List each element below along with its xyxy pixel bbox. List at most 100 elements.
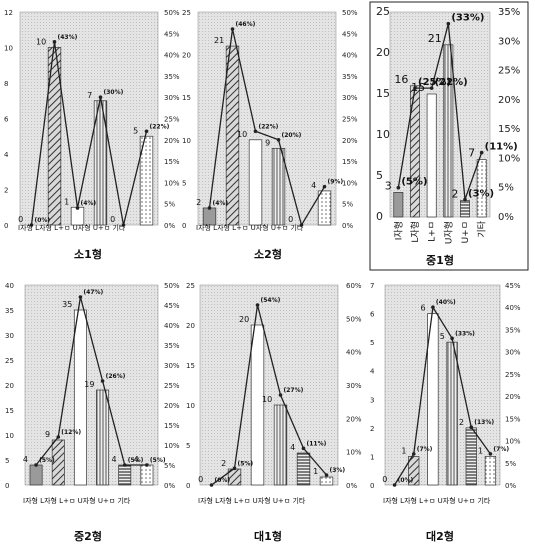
bar-value-label: 35 [62,300,72,309]
y2-tick-label: 20% [164,137,180,145]
line-point [446,21,451,26]
panel-title: 중2형 [74,529,102,543]
bar [225,45,240,226]
plot-area [384,284,501,486]
bar-value-label: 1 [401,446,406,455]
percent-label: (22%) [150,123,170,130]
line-point [209,483,214,487]
y2-tick-label: 35% [505,326,521,334]
y2-tick-label: 20% [505,393,521,401]
y-tick-label: 15 [182,94,191,102]
bar-value-label: 21 [214,36,224,45]
y2-tick-label: 35% [164,73,180,81]
line-point [488,452,493,456]
bar-value-label: 0 [18,215,23,224]
line-point [75,206,80,210]
y2-tick-label: 0% [164,482,175,490]
y2-tick-label: 30% [164,362,180,370]
y2-tick-label: 60% [346,282,362,290]
percentage-line [394,305,491,486]
line-point [431,305,435,310]
line-point [100,379,105,383]
line-point [145,463,149,467]
y-tick-label: 20 [5,382,14,390]
y-tick-label: 0 [376,210,383,223]
plot-area [19,11,159,226]
line-point [56,435,61,439]
y-tick-label: 30 [5,332,14,340]
percent-label: (5%) [401,177,427,188]
percent-label: (11%) [307,440,327,447]
y-tick-label: 6 [4,116,9,124]
y-tick-label: 40 [5,282,14,290]
y-tick-label: 0 [4,222,8,230]
y2-tick-label: 10% [346,449,362,457]
y2-tick-label: 20% [498,95,520,106]
y2-tick-label: 10% [505,438,521,446]
bar-value-label: 7 [468,147,475,160]
percent-label: (22%) [259,123,279,130]
bar [271,147,286,226]
x-tick-label: I자형 [393,221,404,240]
y-tick-label: 10 [4,45,13,53]
y2-tick-label: 50% [346,315,362,323]
line-point [301,446,306,451]
y2-tick-label: 25% [164,116,180,124]
chart-panel-4: 0 5 10 15 20 25 30 35 40 0% 5% 10% 15% 20% 25% 30% 35% 40… [5,282,180,543]
y2-tick-label: 20% [342,137,358,145]
y-tick-label: 5 [182,179,186,187]
y2-tick-label: 25% [505,371,521,379]
line-point [230,27,235,31]
percent-label: (5%) [238,460,254,467]
y2-tick-label: 20% [164,402,180,410]
y2-tick-label: 10% [342,179,358,187]
y-tick-label: 10 [182,137,191,145]
y2-tick-label: 45% [164,30,180,38]
line-point [122,463,127,467]
line-point [278,393,283,397]
y2-tick-label: 35% [498,7,520,18]
bar [29,464,43,486]
bar-value-label: 0 [382,475,387,484]
line-point [429,86,434,90]
y2-tick-label: 5% [342,201,353,209]
line-point [276,138,281,142]
y2-tick-label: 45% [342,30,358,38]
bar [317,190,332,226]
y-tick-label: 15 [186,362,195,370]
line-point [450,336,454,341]
y2-tick-label: 30% [346,382,362,390]
y-tick-label: 10 [376,128,390,141]
x-tick-label: L자형 [410,221,421,243]
chart-panel-1: 0246810120%5%10%15%20%25%30%35%40%45%50%… [4,9,180,261]
percent-label: (46%) [236,21,256,28]
y-tick-label: 5 [376,169,383,182]
y2-tick-label: 30% [342,94,358,102]
bar-value-label: 0 [110,215,115,224]
bar-value-label: 4 [112,455,117,464]
line-point [463,197,467,202]
y2-tick-label: 40% [164,52,180,60]
bar [296,452,311,486]
percent-label: (7%) [493,446,509,453]
y2-tick-label: 0% [505,482,516,490]
bar-value-label: 21 [428,32,442,45]
percent-label: (54%) [261,297,281,304]
y-tick-label: 20 [182,52,191,60]
percent-label: (4%) [81,200,97,207]
y-tick-label: 5 [5,457,9,465]
y-tick-label: 15 [5,407,14,415]
y2-tick-label: 40% [164,322,180,330]
percent-label: (9%) [328,179,344,186]
line-point [396,185,401,190]
bar-value-label: 1 [478,446,483,455]
line-point [121,223,126,227]
bar-value-label: 9 [45,430,50,439]
y-tick-label: 12 [4,9,13,17]
y2-tick-label: 50% [164,9,180,17]
bar [139,135,154,226]
percent-label: (40%) [436,299,456,306]
y2-tick-label: 5% [498,183,514,194]
bar [51,439,65,486]
